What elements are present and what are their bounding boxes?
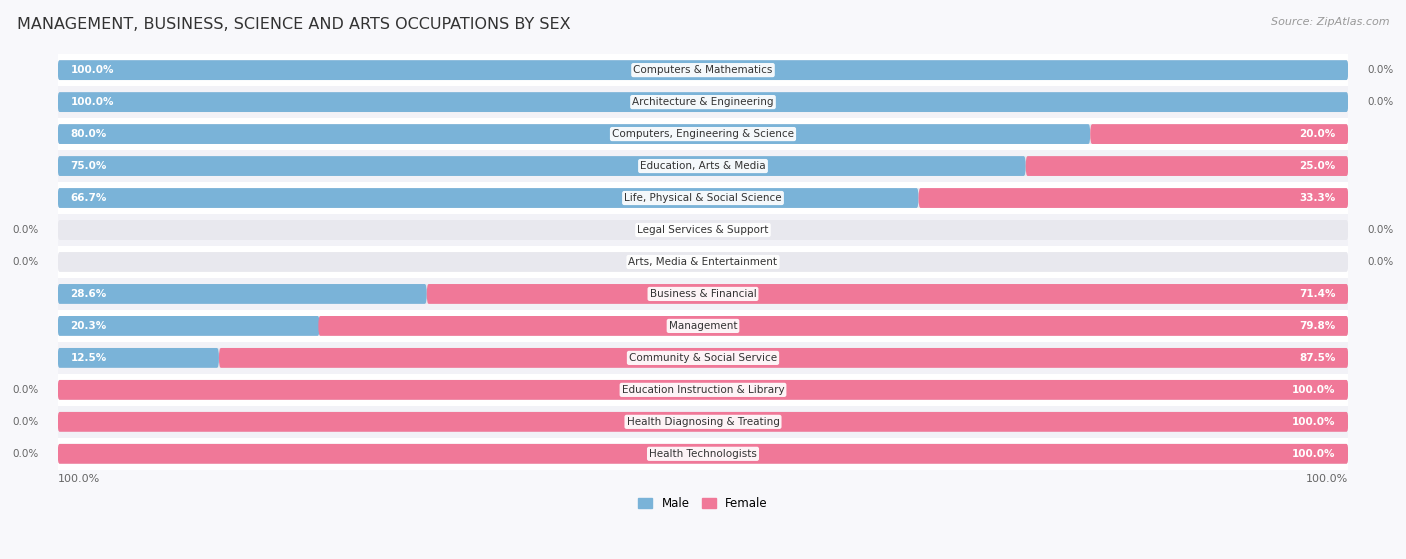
Bar: [58, 86, 1348, 118]
Bar: [58, 118, 1348, 150]
Text: 0.0%: 0.0%: [13, 257, 38, 267]
Text: 0.0%: 0.0%: [1368, 65, 1393, 75]
Text: Education, Arts & Media: Education, Arts & Media: [640, 161, 766, 171]
FancyBboxPatch shape: [58, 188, 918, 208]
Text: 66.7%: 66.7%: [70, 193, 107, 203]
FancyBboxPatch shape: [58, 348, 1348, 368]
FancyBboxPatch shape: [58, 92, 1348, 112]
Text: 79.8%: 79.8%: [1299, 321, 1336, 331]
Text: Business & Financial: Business & Financial: [650, 289, 756, 299]
FancyBboxPatch shape: [58, 156, 1026, 176]
Text: Community & Social Service: Community & Social Service: [628, 353, 778, 363]
Text: 20.0%: 20.0%: [1299, 129, 1336, 139]
Text: 100.0%: 100.0%: [1292, 385, 1336, 395]
Text: Management: Management: [669, 321, 737, 331]
FancyBboxPatch shape: [58, 60, 1348, 80]
FancyBboxPatch shape: [58, 444, 1348, 464]
FancyBboxPatch shape: [58, 412, 1348, 432]
FancyBboxPatch shape: [318, 316, 1348, 336]
FancyBboxPatch shape: [58, 380, 1348, 400]
Text: 87.5%: 87.5%: [1299, 353, 1336, 363]
FancyBboxPatch shape: [58, 252, 1348, 272]
Text: 100.0%: 100.0%: [1306, 473, 1348, 484]
Text: 100.0%: 100.0%: [58, 473, 100, 484]
Text: Life, Physical & Social Science: Life, Physical & Social Science: [624, 193, 782, 203]
Text: 20.3%: 20.3%: [70, 321, 107, 331]
Text: Computers, Engineering & Science: Computers, Engineering & Science: [612, 129, 794, 139]
Bar: [58, 374, 1348, 406]
Text: Education Instruction & Library: Education Instruction & Library: [621, 385, 785, 395]
Text: Health Technologists: Health Technologists: [650, 449, 756, 459]
Text: 33.3%: 33.3%: [1299, 193, 1336, 203]
Text: 0.0%: 0.0%: [1368, 257, 1393, 267]
FancyBboxPatch shape: [58, 348, 219, 368]
FancyBboxPatch shape: [1026, 156, 1348, 176]
Bar: [58, 342, 1348, 374]
FancyBboxPatch shape: [58, 284, 1348, 304]
FancyBboxPatch shape: [58, 188, 1348, 208]
Text: Arts, Media & Entertainment: Arts, Media & Entertainment: [628, 257, 778, 267]
Bar: [58, 310, 1348, 342]
Bar: [58, 150, 1348, 182]
Bar: [58, 406, 1348, 438]
FancyBboxPatch shape: [58, 412, 1348, 432]
Bar: [58, 182, 1348, 214]
Bar: [58, 438, 1348, 470]
Text: 71.4%: 71.4%: [1299, 289, 1336, 299]
Bar: [58, 54, 1348, 86]
FancyBboxPatch shape: [219, 348, 1348, 368]
FancyBboxPatch shape: [58, 60, 1348, 80]
Text: Health Diagnosing & Treating: Health Diagnosing & Treating: [627, 417, 779, 427]
FancyBboxPatch shape: [58, 124, 1090, 144]
Bar: [58, 214, 1348, 246]
Text: 75.0%: 75.0%: [70, 161, 107, 171]
Legend: Male, Female: Male, Female: [634, 492, 772, 515]
FancyBboxPatch shape: [58, 316, 319, 336]
Text: 100.0%: 100.0%: [1292, 417, 1336, 427]
FancyBboxPatch shape: [1090, 124, 1348, 144]
FancyBboxPatch shape: [58, 284, 427, 304]
Text: 0.0%: 0.0%: [13, 449, 38, 459]
Text: 25.0%: 25.0%: [1299, 161, 1336, 171]
Text: Computers & Mathematics: Computers & Mathematics: [633, 65, 773, 75]
Text: Legal Services & Support: Legal Services & Support: [637, 225, 769, 235]
FancyBboxPatch shape: [427, 284, 1348, 304]
Text: 12.5%: 12.5%: [70, 353, 107, 363]
Text: 0.0%: 0.0%: [1368, 225, 1393, 235]
Text: Source: ZipAtlas.com: Source: ZipAtlas.com: [1271, 17, 1389, 27]
FancyBboxPatch shape: [58, 316, 1348, 336]
Text: 0.0%: 0.0%: [1368, 97, 1393, 107]
Text: 28.6%: 28.6%: [70, 289, 107, 299]
FancyBboxPatch shape: [58, 444, 1348, 464]
Text: 80.0%: 80.0%: [70, 129, 107, 139]
FancyBboxPatch shape: [58, 156, 1348, 176]
Bar: [58, 278, 1348, 310]
Text: MANAGEMENT, BUSINESS, SCIENCE AND ARTS OCCUPATIONS BY SEX: MANAGEMENT, BUSINESS, SCIENCE AND ARTS O…: [17, 17, 571, 32]
Bar: [58, 246, 1348, 278]
Text: Architecture & Engineering: Architecture & Engineering: [633, 97, 773, 107]
FancyBboxPatch shape: [58, 380, 1348, 400]
Text: 100.0%: 100.0%: [70, 65, 114, 75]
Text: 0.0%: 0.0%: [13, 225, 38, 235]
Text: 0.0%: 0.0%: [13, 385, 38, 395]
Text: 100.0%: 100.0%: [1292, 449, 1336, 459]
Text: 100.0%: 100.0%: [70, 97, 114, 107]
FancyBboxPatch shape: [58, 220, 1348, 240]
FancyBboxPatch shape: [918, 188, 1348, 208]
FancyBboxPatch shape: [58, 124, 1348, 144]
Text: 0.0%: 0.0%: [13, 417, 38, 427]
FancyBboxPatch shape: [58, 92, 1348, 112]
